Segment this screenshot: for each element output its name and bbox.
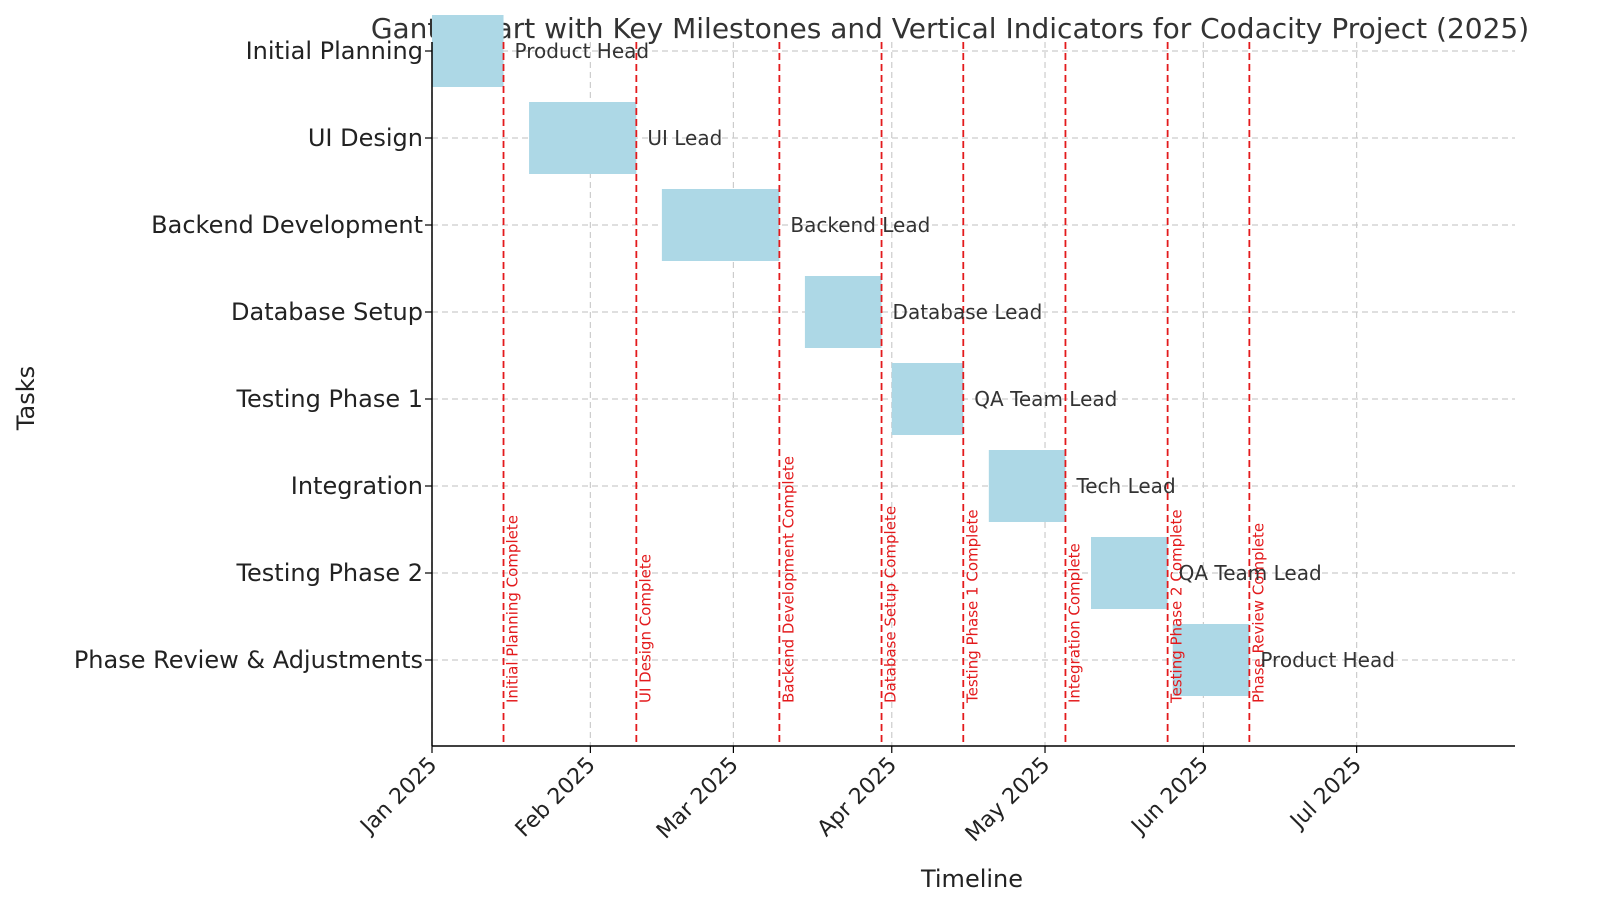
task-bar bbox=[891, 363, 964, 435]
task-bar bbox=[1090, 537, 1168, 609]
milestone-label: Testing Phase 2 Complete bbox=[1168, 509, 1186, 704]
task-bar bbox=[804, 276, 882, 348]
y-tick-label: Testing Phase 1 bbox=[235, 385, 423, 413]
owner-label: Backend Lead bbox=[790, 213, 930, 237]
y-tick-labels: Initial Planning UI Design Backend Develop… bbox=[74, 37, 432, 674]
task-bar bbox=[529, 102, 637, 174]
y-tick-label: Testing Phase 2 bbox=[235, 559, 423, 587]
milestone-label: UI Design Complete bbox=[636, 554, 654, 703]
milestone-label: Initial Planning Complete bbox=[504, 515, 522, 703]
owner-label: Product Head bbox=[515, 39, 650, 63]
x-tick-label: Jun 2025 bbox=[1126, 753, 1214, 841]
owner-label: Tech Lead bbox=[1075, 474, 1175, 498]
x-tick-label: Jan 2025 bbox=[355, 753, 443, 841]
task-bar bbox=[432, 15, 504, 87]
x-tick-label: May 2025 bbox=[961, 753, 1055, 847]
owner-label: QA Team Lead bbox=[974, 387, 1117, 411]
x-tick-labels: Jan 2025 Feb 2025 Mar 2025 Apr 2025 May 2025… bbox=[355, 746, 1367, 847]
owner-label: Product Head bbox=[1260, 648, 1395, 672]
y-tick-label: UI Design bbox=[308, 124, 423, 152]
milestone-label: Integration Complete bbox=[1065, 543, 1083, 703]
y-tick-label: Integration bbox=[291, 472, 423, 500]
y-tick-label: Initial Planning bbox=[246, 37, 423, 65]
task-bar bbox=[988, 450, 1066, 522]
chart-title: Gantt Chart with Key Milestones and Vert… bbox=[371, 12, 1529, 45]
axes bbox=[431, 42, 1515, 747]
y-axis-label: Tasks bbox=[12, 366, 40, 431]
milestone-label: Database Setup Complete bbox=[882, 506, 900, 703]
y-tick-label: Backend Development bbox=[151, 211, 423, 239]
x-tick-label: Jul 2025 bbox=[1284, 753, 1366, 835]
owner-label: UI Lead bbox=[647, 126, 722, 150]
x-axis-label: Timeline bbox=[920, 865, 1023, 893]
milestone-label: Backend Development Complete bbox=[779, 456, 797, 703]
y-tick-label: Phase Review & Adjustments bbox=[74, 646, 423, 674]
owner-label: QA Team Lead bbox=[1179, 561, 1322, 585]
task-bars bbox=[432, 15, 1250, 696]
task-bar bbox=[661, 189, 780, 261]
x-tick-label: Feb 2025 bbox=[511, 753, 601, 843]
x-tick-label: Apr 2025 bbox=[813, 753, 902, 842]
milestone-label: Phase Review Complete bbox=[1249, 523, 1267, 703]
x-tick-label: Mar 2025 bbox=[652, 753, 744, 845]
owner-label: Database Lead bbox=[893, 300, 1043, 324]
milestone-label: Testing Phase 1 Complete bbox=[963, 509, 981, 704]
task-bar bbox=[1172, 624, 1250, 696]
milestone-lines: Initial Planning Complete UI Design Compl… bbox=[502, 42, 1267, 746]
owner-labels: Product Head UI Lead Backend Lead Database … bbox=[515, 39, 1395, 672]
y-tick-label: Database Setup bbox=[231, 298, 423, 326]
